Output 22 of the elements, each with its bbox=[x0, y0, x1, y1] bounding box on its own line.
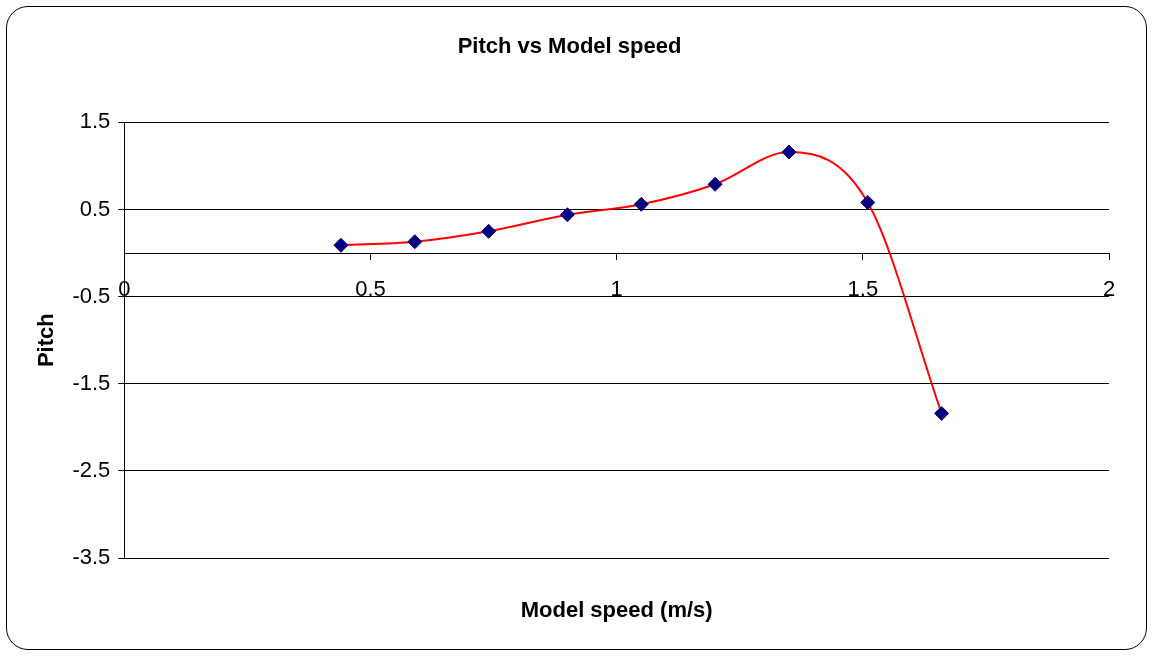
y-tick-label: 1.5 bbox=[79, 108, 111, 134]
y-tick-label: -3.5 bbox=[72, 544, 111, 570]
point bbox=[481, 223, 497, 239]
x-tick-label: 1.5 bbox=[847, 276, 879, 302]
y-tick-label: 0.5 bbox=[79, 195, 111, 221]
point bbox=[860, 195, 876, 211]
x-tick-label: 0.5 bbox=[355, 276, 386, 302]
point bbox=[559, 207, 575, 223]
y-tick-label: -1.5 bbox=[72, 369, 111, 395]
x-axis-title: Model speed (m/s) bbox=[520, 597, 713, 623]
chart-title: Pitch vs Model speed bbox=[457, 33, 682, 59]
point bbox=[707, 176, 723, 192]
point bbox=[934, 405, 950, 421]
y-tick-label: -2.5 bbox=[72, 456, 111, 482]
point bbox=[407, 234, 423, 250]
y-tick-label: -0.5 bbox=[72, 282, 111, 308]
point bbox=[333, 237, 349, 253]
y-axis-title: Pitch bbox=[33, 313, 59, 368]
x-tick-label: 1 bbox=[610, 276, 623, 302]
x-tick-label: 2 bbox=[1102, 276, 1116, 302]
point bbox=[633, 196, 649, 212]
point bbox=[781, 144, 797, 160]
